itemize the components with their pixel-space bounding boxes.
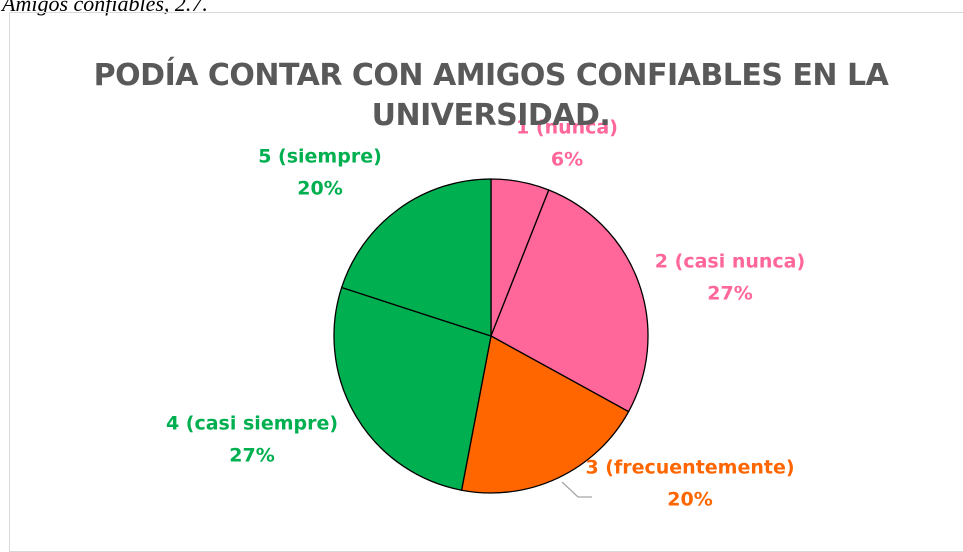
pie-slice (340, 178, 492, 337)
slice-value-label: 27% (229, 445, 274, 467)
slice-value-label: 6% (551, 149, 583, 171)
slice-label: 1 (nunca) (516, 117, 618, 139)
slice-label: 4 (casi siempre) (166, 413, 338, 435)
pie-slice (333, 286, 492, 491)
slice-value-label: 27% (707, 283, 752, 305)
slice-label: 5 (siempre) (258, 146, 382, 168)
pie-slice (490, 189, 649, 413)
chart: 1 (nunca) 6% 2 (casi nunca) 27% 3 (frecuente… (166, 117, 805, 511)
slice-label: 3 (frecuentemente) (585, 457, 794, 479)
slice-label: 2 (casi nunca) (655, 251, 805, 273)
leader-line (561, 481, 592, 498)
slice-value-label: 20% (297, 178, 342, 200)
pie-slice (460, 334, 630, 494)
chart-title: PODÍA CONTAR CON AMIGOS CONFIABLES EN LA… (93, 58, 889, 133)
slice-value-label: 20% (667, 489, 712, 511)
